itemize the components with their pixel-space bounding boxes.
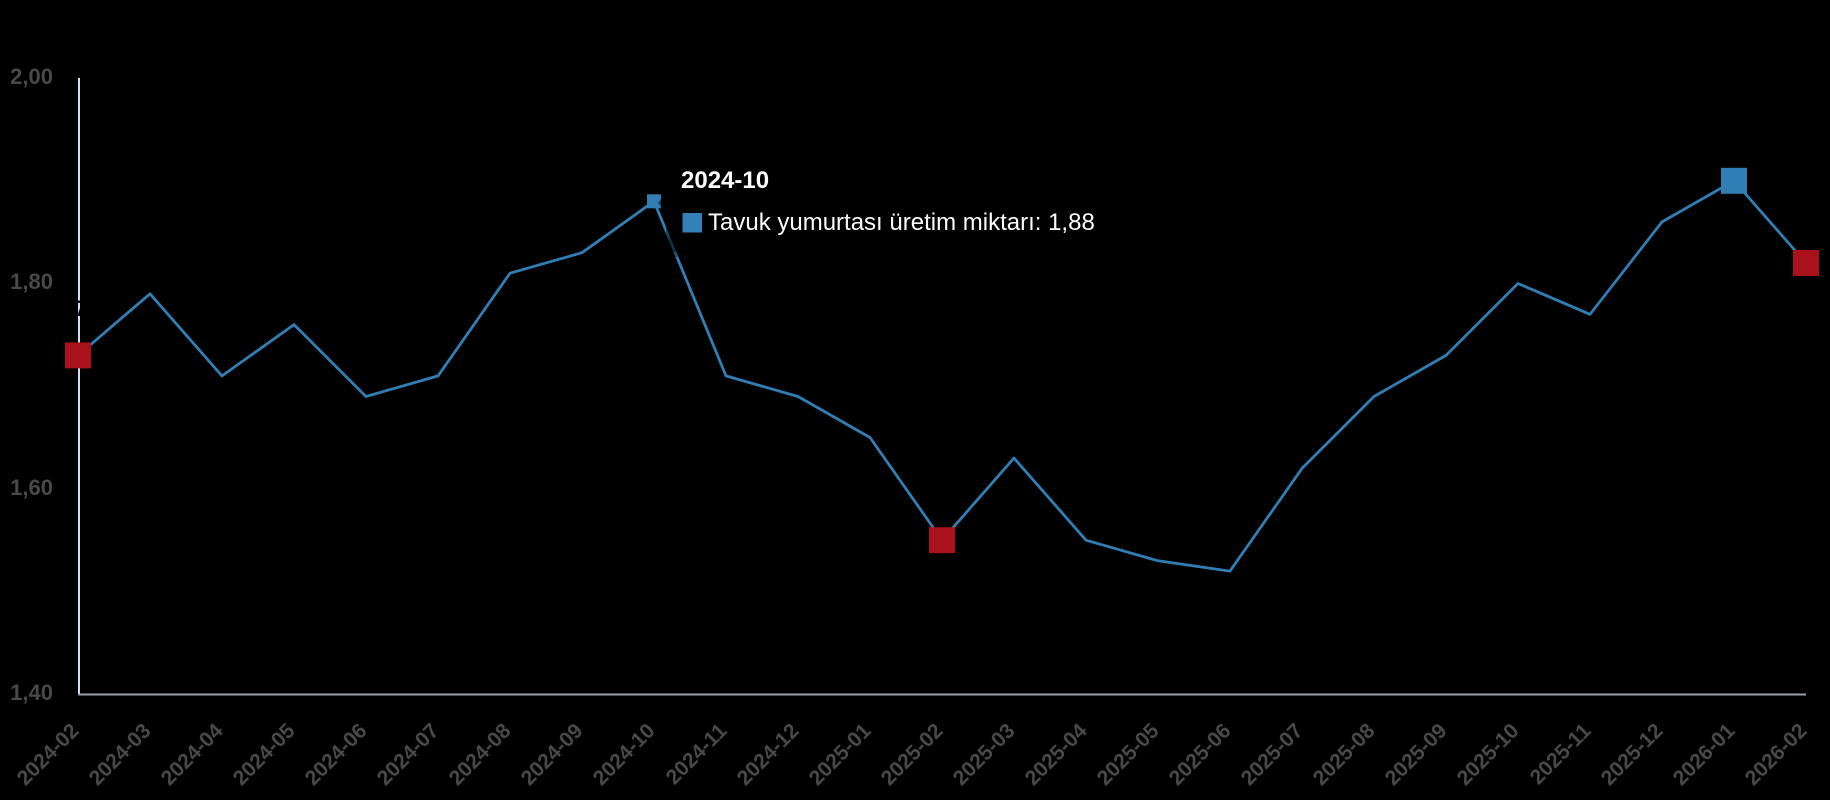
- svg-text:1,73: 1,73: [57, 296, 100, 321]
- svg-text:2,00: 2,00: [10, 64, 53, 89]
- svg-text:2024-10: 2024-10: [681, 167, 769, 194]
- svg-text:1,60: 1,60: [10, 475, 53, 500]
- svg-text:1,80: 1,80: [10, 269, 53, 294]
- svg-text:Tavuk yumurtası üretim miktarı: Tavuk yumurtası üretim miktarı: 1,88: [708, 209, 1095, 236]
- svg-text:1,40: 1,40: [10, 680, 53, 705]
